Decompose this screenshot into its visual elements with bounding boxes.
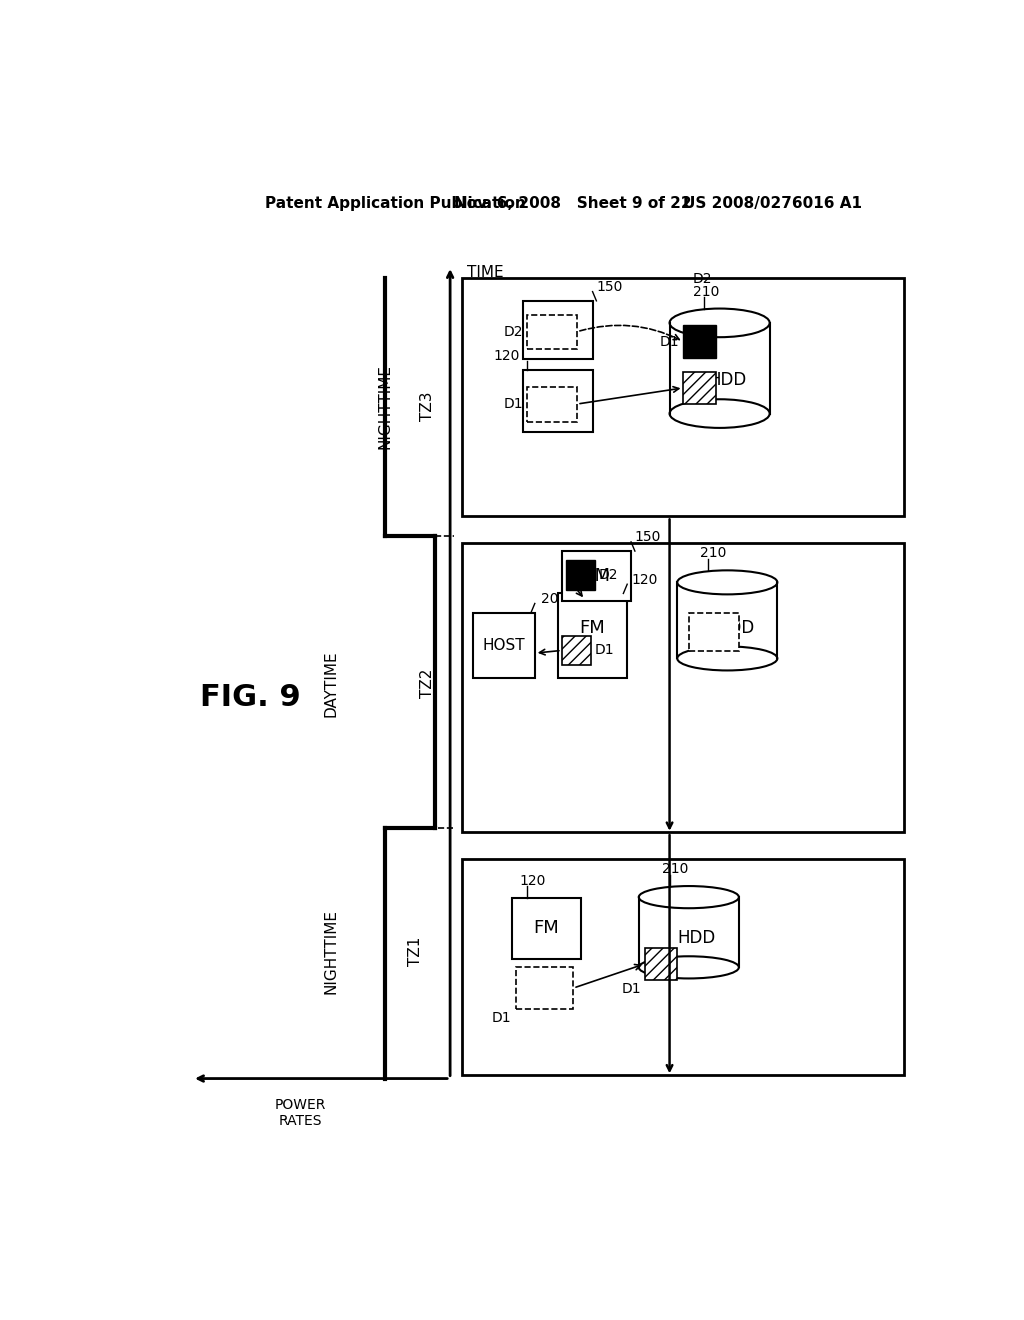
Text: D1: D1 xyxy=(504,397,523,411)
Text: D1: D1 xyxy=(493,1011,512,1026)
Text: FM: FM xyxy=(580,619,605,638)
Ellipse shape xyxy=(639,886,739,908)
Bar xyxy=(558,594,628,678)
Ellipse shape xyxy=(670,309,770,337)
Text: 150: 150 xyxy=(635,531,662,544)
Text: CM: CM xyxy=(544,321,572,339)
Bar xyxy=(683,326,716,358)
Text: TIME: TIME xyxy=(467,265,504,280)
Text: D1: D1 xyxy=(659,335,680,348)
Bar xyxy=(565,561,595,590)
Bar xyxy=(527,387,578,422)
Text: NIGHTTIME: NIGHTTIME xyxy=(377,364,392,449)
Bar xyxy=(515,966,573,1010)
Text: D2: D2 xyxy=(599,568,618,582)
Text: Nov. 6, 2008   Sheet 9 of 22: Nov. 6, 2008 Sheet 9 of 22 xyxy=(454,195,691,211)
Text: D1: D1 xyxy=(622,982,641,997)
Text: Patent Application Publication: Patent Application Publication xyxy=(265,195,526,211)
Text: NIGHTTIME: NIGHTTIME xyxy=(324,909,338,994)
Text: DAYTIME: DAYTIME xyxy=(324,651,338,717)
Text: 210: 210 xyxy=(700,546,727,561)
Text: FM: FM xyxy=(534,920,559,937)
Bar xyxy=(523,301,593,359)
Text: 210: 210 xyxy=(692,285,719,298)
Text: TZ1: TZ1 xyxy=(408,937,423,966)
Bar xyxy=(689,612,739,651)
Ellipse shape xyxy=(677,570,777,594)
Text: FIG. 9: FIG. 9 xyxy=(200,682,300,711)
Text: HDD: HDD xyxy=(678,929,716,948)
Bar xyxy=(462,277,904,516)
Text: POWER
RATES: POWER RATES xyxy=(274,1098,326,1129)
Text: HOST: HOST xyxy=(482,638,525,653)
Text: TZ2: TZ2 xyxy=(420,669,434,698)
Bar xyxy=(683,372,716,404)
Text: 210: 210 xyxy=(662,862,688,876)
Bar xyxy=(562,552,631,601)
Text: 120: 120 xyxy=(493,350,519,363)
Text: TZ3: TZ3 xyxy=(420,392,434,421)
Bar xyxy=(562,636,591,665)
Text: D1: D1 xyxy=(595,643,614,657)
Text: US 2008/0276016 A1: US 2008/0276016 A1 xyxy=(683,195,862,211)
Text: D2: D2 xyxy=(692,272,712,286)
Bar xyxy=(462,544,904,832)
Ellipse shape xyxy=(639,956,739,978)
Ellipse shape xyxy=(677,647,777,671)
Text: 120: 120 xyxy=(519,874,546,887)
Text: 150: 150 xyxy=(596,280,623,294)
Text: FM: FM xyxy=(545,392,570,411)
Ellipse shape xyxy=(670,399,770,428)
Bar xyxy=(512,898,581,960)
Text: CM: CM xyxy=(583,568,610,585)
Text: HDD: HDD xyxy=(716,619,754,638)
Text: 120: 120 xyxy=(631,573,657,586)
Text: HDD: HDD xyxy=(709,371,746,389)
Bar xyxy=(645,948,677,979)
Bar xyxy=(527,314,578,350)
Text: D2: D2 xyxy=(504,325,523,339)
Bar xyxy=(462,859,904,1074)
Text: 20: 20 xyxy=(541,591,558,606)
Bar xyxy=(523,370,593,432)
Bar xyxy=(473,612,535,678)
